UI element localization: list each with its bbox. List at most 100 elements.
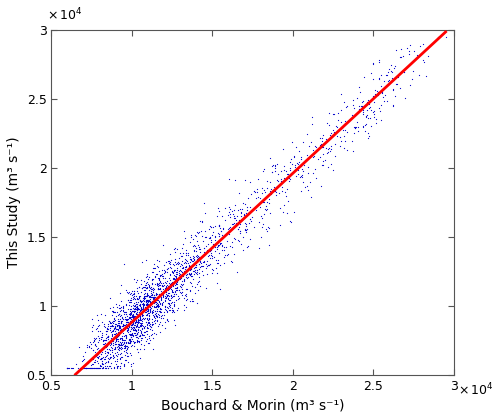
Point <box>234 226 242 233</box>
Point <box>149 289 157 296</box>
Point <box>111 333 119 340</box>
Point <box>157 294 165 301</box>
Point <box>201 228 209 235</box>
Point <box>160 295 168 302</box>
Point <box>246 215 254 222</box>
Point <box>122 321 130 328</box>
Point <box>182 272 190 279</box>
Point <box>184 258 192 264</box>
Point <box>230 215 238 222</box>
Point <box>100 363 108 370</box>
Point <box>64 365 72 371</box>
Point <box>278 146 286 153</box>
Point <box>263 199 271 205</box>
Point <box>387 62 395 69</box>
Point <box>196 259 204 265</box>
Point <box>93 365 101 371</box>
Point <box>140 297 148 304</box>
Point <box>215 233 223 239</box>
Point <box>120 342 128 349</box>
Point <box>232 217 240 223</box>
Point <box>102 359 110 365</box>
Point <box>110 331 118 337</box>
Point <box>122 339 130 345</box>
Point <box>202 261 210 267</box>
Point <box>113 336 121 342</box>
Point <box>225 176 233 182</box>
Point <box>262 203 270 210</box>
Point <box>238 216 246 223</box>
Point <box>115 341 123 347</box>
Point <box>127 306 135 313</box>
Point <box>192 266 200 273</box>
Point <box>166 285 174 292</box>
Point <box>348 138 356 145</box>
Point <box>138 324 145 331</box>
Point <box>88 361 96 367</box>
Point <box>124 326 132 332</box>
Point <box>259 168 267 175</box>
Point <box>334 125 342 132</box>
Point <box>182 285 190 292</box>
Point <box>150 306 158 313</box>
Point <box>111 333 119 340</box>
Point <box>101 323 109 330</box>
Point <box>192 262 200 269</box>
Point <box>138 321 145 328</box>
Point <box>228 244 236 251</box>
Point <box>80 365 88 371</box>
Point <box>170 262 178 269</box>
Point <box>244 243 252 250</box>
Point <box>338 124 346 131</box>
Point <box>125 339 133 346</box>
Point <box>206 252 214 259</box>
Point <box>242 210 250 216</box>
Point <box>130 329 138 336</box>
Point <box>258 184 266 191</box>
Point <box>120 341 128 348</box>
Point <box>156 278 164 285</box>
Point <box>112 312 120 319</box>
Point <box>282 175 290 181</box>
Point <box>170 276 177 282</box>
Point <box>364 112 372 119</box>
Point <box>285 174 293 181</box>
Point <box>294 171 302 177</box>
Point <box>176 260 184 267</box>
Point <box>139 307 147 313</box>
Point <box>368 76 376 83</box>
Point <box>74 343 82 350</box>
Point <box>212 265 220 272</box>
Point <box>101 359 109 366</box>
Point <box>356 106 364 113</box>
Point <box>134 336 141 343</box>
Point <box>196 282 204 289</box>
Point <box>129 302 137 309</box>
Point <box>160 285 168 292</box>
Point <box>146 305 154 312</box>
Point <box>286 158 294 165</box>
Point <box>143 325 151 331</box>
Point <box>164 284 172 291</box>
Point <box>179 250 187 257</box>
Point <box>218 233 226 240</box>
Point <box>205 225 213 232</box>
Point <box>363 98 371 105</box>
Point <box>142 307 150 313</box>
Point <box>116 355 124 362</box>
Point <box>246 236 254 243</box>
Point <box>156 306 164 313</box>
Point <box>138 297 145 304</box>
Point <box>106 328 114 335</box>
Point <box>138 285 146 291</box>
Point <box>218 247 226 253</box>
Point <box>116 365 124 371</box>
Point <box>170 279 178 285</box>
Point <box>80 348 88 355</box>
Point <box>180 291 188 298</box>
Point <box>140 300 147 307</box>
Point <box>377 71 385 78</box>
Point <box>132 321 140 328</box>
Point <box>91 358 99 365</box>
Point <box>90 338 98 345</box>
